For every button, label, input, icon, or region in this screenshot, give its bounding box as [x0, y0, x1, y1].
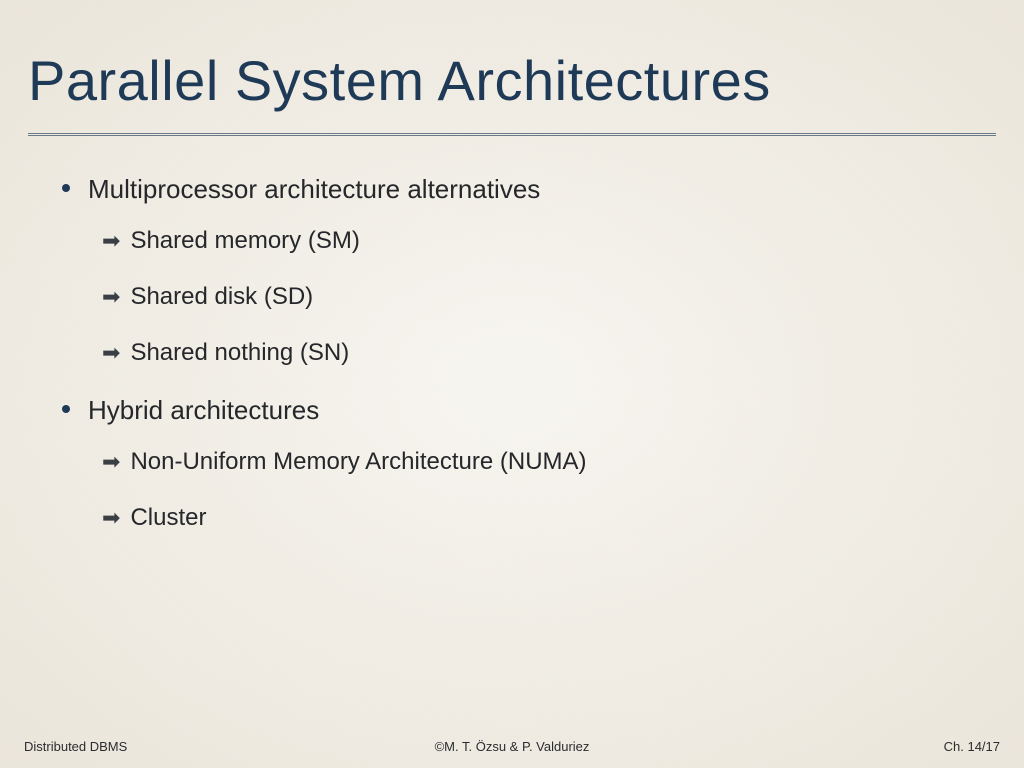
slide-footer: Distributed DBMS ©M. T. Özsu & P. Valdur… [0, 739, 1024, 754]
bullet-item: Hybrid architectures [62, 395, 996, 426]
sub-text: Shared nothing (SN) [130, 339, 349, 367]
footer-left: Distributed DBMS [24, 739, 127, 754]
bullet-item: Multiprocessor architecture alternatives [62, 174, 996, 205]
arrow-icon: ➡ [102, 342, 120, 364]
bullet-text: Multiprocessor architecture alternatives [88, 174, 540, 205]
sub-item: ➡ Non-Uniform Memory Architecture (NUMA) [102, 448, 996, 476]
sub-text: Non-Uniform Memory Architecture (NUMA) [130, 448, 586, 476]
slide-title: Parallel System Architectures [28, 48, 996, 113]
arrow-icon: ➡ [102, 286, 120, 308]
bullet-text: Hybrid architectures [88, 395, 319, 426]
sub-list: ➡ Shared memory (SM) ➡ Shared disk (SD) … [62, 227, 996, 367]
sub-item: ➡ Shared memory (SM) [102, 227, 996, 255]
bullet-dot-icon [62, 184, 70, 192]
slide-content: Multiprocessor architecture alternatives… [28, 174, 996, 532]
sub-item: ➡ Shared disk (SD) [102, 283, 996, 311]
sub-item: ➡ Cluster [102, 504, 996, 532]
sub-text: Shared disk (SD) [130, 283, 313, 311]
title-rule [28, 133, 996, 138]
arrow-icon: ➡ [102, 507, 120, 529]
footer-center: ©M. T. Özsu & P. Valduriez [435, 739, 590, 754]
bullet-dot-icon [62, 405, 70, 413]
sub-text: Cluster [130, 504, 206, 532]
arrow-icon: ➡ [102, 451, 120, 473]
sub-list: ➡ Non-Uniform Memory Architecture (NUMA)… [62, 448, 996, 532]
arrow-icon: ➡ [102, 230, 120, 252]
slide: Parallel System Architectures Multiproce… [0, 0, 1024, 768]
sub-text: Shared memory (SM) [130, 227, 359, 255]
footer-right: Ch. 14/17 [944, 739, 1000, 754]
sub-item: ➡ Shared nothing (SN) [102, 339, 996, 367]
